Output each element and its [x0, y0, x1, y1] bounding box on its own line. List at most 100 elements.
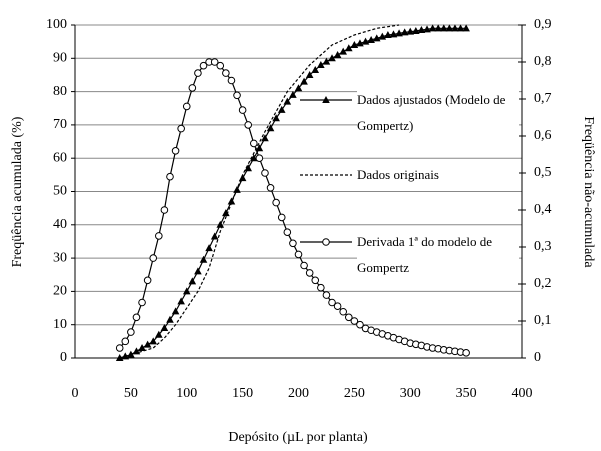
triangle-marker: [333, 50, 342, 58]
x-tick-label: 0: [72, 386, 79, 401]
circle-marker: [171, 147, 180, 155]
y-tick-label: 40: [53, 217, 67, 232]
legend-label: Dados originais: [357, 162, 519, 188]
y-tick-label: 100: [46, 17, 67, 32]
circle-marker: [261, 169, 269, 177]
x-tick-label: 250: [344, 386, 365, 401]
circle-marker: [238, 106, 247, 114]
circle-marker: [199, 61, 208, 70]
circle-marker: [188, 84, 197, 92]
legend-label: Dados ajustados (Modelo de Gompertz): [357, 87, 519, 139]
triangle-marker: [412, 26, 420, 34]
x-tick-label: 350: [456, 386, 477, 401]
circle-marker: [277, 213, 286, 222]
circle-marker: [210, 58, 219, 66]
triangle-marker: [166, 315, 174, 323]
triangle-marker: [227, 197, 236, 205]
triangle-marker: [210, 232, 219, 240]
circle-marker: [216, 61, 225, 70]
triangle-marker: [155, 330, 163, 338]
y2-tick-label: 0,1: [534, 313, 552, 328]
triangle-marker: [322, 96, 330, 103]
triangle-marker: [322, 57, 331, 65]
y-tick-label: 60: [53, 150, 67, 165]
triangle-marker: [451, 24, 459, 32]
triangle-marker: [182, 287, 191, 295]
triangle-marker: [171, 307, 180, 315]
x-tick-label: 300: [400, 386, 421, 401]
triangle-marker: [160, 324, 169, 332]
y2-tick-label: 0,3: [534, 239, 552, 254]
circle-marker: [149, 254, 158, 262]
x-tick-label: 150: [232, 386, 253, 401]
triangle-marker: [406, 27, 415, 35]
series-line: [119, 27, 467, 359]
circle-marker: [266, 184, 275, 192]
circle-marker: [322, 291, 331, 299]
circle-marker: [227, 76, 236, 85]
y2-tick-label: 0,6: [534, 128, 552, 143]
y-tick-label: 90: [53, 51, 67, 66]
circle-marker: [143, 276, 152, 285]
triangle-marker: [289, 90, 297, 98]
circle-marker: [328, 298, 336, 307]
circle-marker: [462, 349, 470, 357]
triangle-marker: [222, 209, 230, 217]
triangle-marker: [138, 344, 146, 352]
triangle-marker: [177, 297, 185, 305]
circle-marker: [222, 69, 230, 77]
triangle-marker: [261, 134, 269, 142]
triangle-marker: [143, 340, 152, 348]
y2-tick-label: 0,2: [534, 276, 552, 291]
circle-marker: [272, 198, 280, 207]
circle-marker: [244, 121, 253, 129]
circle-marker: [194, 69, 202, 77]
triangle-marker: [339, 47, 347, 55]
triangle-marker: [250, 154, 258, 162]
triangle-marker: [389, 30, 398, 38]
y-tick-label: 10: [53, 317, 67, 332]
y2-tick-label: 0,8: [534, 54, 552, 69]
circle-marker: [294, 250, 303, 259]
circle-marker: [166, 172, 174, 181]
triangle-marker: [266, 124, 275, 132]
x-tick-label: 200: [288, 386, 309, 401]
circle-marker: [155, 232, 163, 240]
circle-marker: [283, 228, 292, 236]
circle-marker: [182, 102, 191, 111]
y2-tick-label: 0,4: [534, 202, 552, 217]
circle-marker: [115, 344, 124, 352]
circle-marker: [127, 328, 135, 336]
triangle-marker: [434, 24, 442, 32]
triangle-marker: [244, 164, 253, 172]
triangle-marker: [328, 54, 336, 62]
triangle-marker: [199, 255, 208, 263]
circle-marker: [289, 239, 297, 248]
triangle-marker: [445, 24, 454, 32]
circle-marker: [311, 276, 320, 285]
triangle-marker: [300, 77, 308, 85]
circle-marker: [233, 91, 241, 100]
triangle-marker: [294, 84, 303, 92]
triangle-marker: [317, 60, 325, 68]
triangle-marker: [205, 244, 213, 252]
circle-marker: [305, 269, 314, 277]
triangle-marker: [188, 277, 197, 285]
triangle-marker: [132, 347, 141, 355]
triangle-marker: [277, 105, 286, 113]
y2-tick-label: 0,7: [534, 91, 552, 106]
y-axis-label: Freqüência acumulada (%): [10, 116, 25, 267]
circle-marker: [350, 317, 359, 325]
triangle-marker: [194, 267, 202, 275]
circle-marker: [356, 320, 364, 329]
y-tick-label: 80: [53, 84, 67, 99]
triangle-marker: [400, 28, 409, 36]
circle-marker: [344, 313, 353, 322]
circle-marker: [121, 337, 130, 346]
x-tick-label: 400: [512, 386, 533, 401]
triangle-marker: [417, 25, 426, 33]
y2-axis-label: Freqüência não-acumulada: [581, 116, 596, 268]
legend-label: Derivada 1ª do modelo de Gompertz: [357, 229, 519, 281]
x-tick-label: 50: [124, 386, 138, 401]
y-tick-label: 30: [53, 250, 67, 265]
